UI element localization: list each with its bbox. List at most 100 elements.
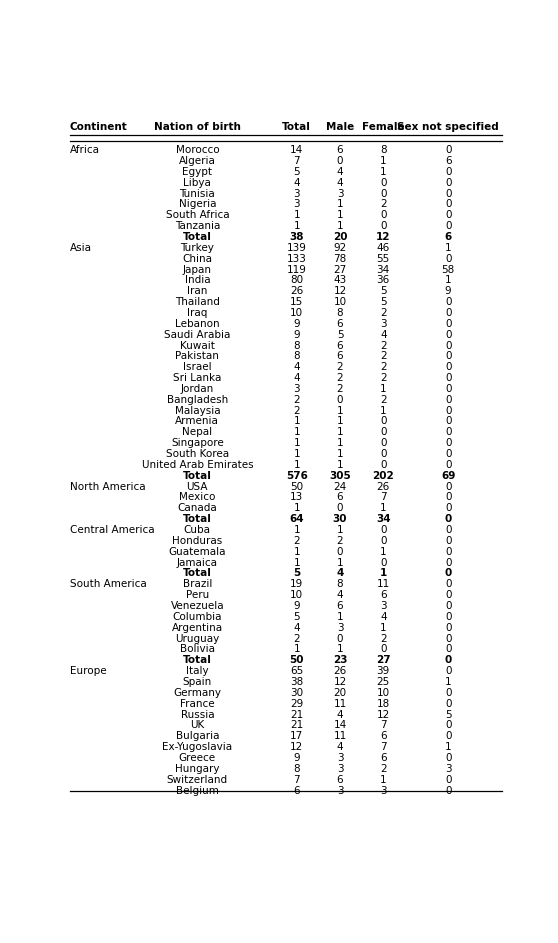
Text: 0: 0 xyxy=(445,634,451,644)
Text: Sri Lanka: Sri Lanka xyxy=(173,373,222,383)
Text: 0: 0 xyxy=(445,753,451,763)
Text: Asia: Asia xyxy=(70,242,92,253)
Text: United Arab Emirates: United Arab Emirates xyxy=(142,460,253,470)
Text: 6: 6 xyxy=(336,492,343,503)
Text: 0: 0 xyxy=(445,655,452,666)
Text: Uruguay: Uruguay xyxy=(175,634,219,644)
Text: 2: 2 xyxy=(380,764,387,774)
Text: 10: 10 xyxy=(290,308,304,318)
Text: 1: 1 xyxy=(380,405,387,416)
Text: 24: 24 xyxy=(334,482,347,491)
Text: Germany: Germany xyxy=(174,687,222,698)
Text: 6: 6 xyxy=(380,590,387,600)
Text: 1: 1 xyxy=(336,199,343,209)
Text: Bolivia: Bolivia xyxy=(180,644,215,654)
Text: 3: 3 xyxy=(294,189,300,199)
Text: 80: 80 xyxy=(290,275,304,286)
Text: Iran: Iran xyxy=(187,287,208,296)
Text: 8: 8 xyxy=(294,764,300,774)
Text: 2: 2 xyxy=(380,373,387,383)
Text: 7: 7 xyxy=(380,742,387,753)
Text: 12: 12 xyxy=(376,232,391,242)
Text: 10: 10 xyxy=(377,687,390,698)
Text: 1: 1 xyxy=(294,221,300,231)
Text: 2: 2 xyxy=(294,405,300,416)
Text: 0: 0 xyxy=(380,460,387,470)
Text: 0: 0 xyxy=(337,634,343,644)
Text: 0: 0 xyxy=(445,340,451,351)
Text: 0: 0 xyxy=(445,786,451,796)
Text: Africa: Africa xyxy=(70,145,100,155)
Text: Algeria: Algeria xyxy=(179,156,216,166)
Text: 0: 0 xyxy=(445,297,451,307)
Text: 50: 50 xyxy=(290,482,304,491)
Text: 0: 0 xyxy=(445,536,451,546)
Text: 1: 1 xyxy=(294,417,300,426)
Text: 4: 4 xyxy=(336,590,343,600)
Text: 0: 0 xyxy=(380,221,387,231)
Text: 8: 8 xyxy=(336,308,343,318)
Text: Honduras: Honduras xyxy=(172,536,223,546)
Text: Ex-Yugoslavia: Ex-Yugoslavia xyxy=(162,742,232,753)
Text: 34: 34 xyxy=(376,514,391,524)
Text: 2: 2 xyxy=(336,536,343,546)
Text: 9: 9 xyxy=(445,287,451,296)
Text: 2: 2 xyxy=(336,384,343,394)
Text: 3: 3 xyxy=(380,601,387,611)
Text: 30: 30 xyxy=(290,687,304,698)
Text: 9: 9 xyxy=(294,330,300,339)
Text: 0: 0 xyxy=(445,177,451,188)
Text: 0: 0 xyxy=(445,601,451,611)
Text: Bangladesh: Bangladesh xyxy=(167,395,228,405)
Text: 18: 18 xyxy=(377,699,390,709)
Text: Egypt: Egypt xyxy=(182,167,213,177)
Text: 2: 2 xyxy=(294,536,300,546)
Text: Total: Total xyxy=(282,122,311,132)
Text: Singapore: Singapore xyxy=(171,438,224,448)
Text: 1: 1 xyxy=(380,167,387,177)
Text: 4: 4 xyxy=(336,177,343,188)
Text: 5: 5 xyxy=(336,330,343,339)
Text: 1: 1 xyxy=(294,547,300,556)
Text: Morocco: Morocco xyxy=(176,145,219,155)
Text: Tanzania: Tanzania xyxy=(175,221,220,231)
Text: 0: 0 xyxy=(380,417,387,426)
Text: 7: 7 xyxy=(294,156,300,166)
Text: 2: 2 xyxy=(380,308,387,318)
Text: 0: 0 xyxy=(445,612,451,621)
Text: 92: 92 xyxy=(334,242,347,253)
Text: 0: 0 xyxy=(445,427,451,438)
Text: 7: 7 xyxy=(380,492,387,503)
Text: 8: 8 xyxy=(380,145,387,155)
Text: 4: 4 xyxy=(380,612,387,621)
Text: 5: 5 xyxy=(293,569,300,578)
Text: 119: 119 xyxy=(287,265,307,274)
Text: 36: 36 xyxy=(377,275,390,286)
Text: 6: 6 xyxy=(380,753,387,763)
Text: Armenia: Armenia xyxy=(175,417,219,426)
Text: 0: 0 xyxy=(445,557,451,568)
Text: 202: 202 xyxy=(372,471,394,481)
Text: 3: 3 xyxy=(380,319,387,329)
Text: 0: 0 xyxy=(380,557,387,568)
Text: 0: 0 xyxy=(380,525,387,535)
Text: 6: 6 xyxy=(445,232,452,242)
Text: 26: 26 xyxy=(377,482,390,491)
Text: Sex not specified: Sex not specified xyxy=(397,122,499,132)
Text: 3: 3 xyxy=(445,764,451,774)
Text: 11: 11 xyxy=(334,699,347,709)
Text: Pakistan: Pakistan xyxy=(175,352,219,361)
Text: Male: Male xyxy=(326,122,354,132)
Text: 6: 6 xyxy=(336,352,343,361)
Text: South America: South America xyxy=(70,579,147,589)
Text: Total: Total xyxy=(183,655,211,666)
Text: 4: 4 xyxy=(336,167,343,177)
Text: 69: 69 xyxy=(441,471,455,481)
Text: Belgium: Belgium xyxy=(176,786,219,796)
Text: 0: 0 xyxy=(445,352,451,361)
Text: 1: 1 xyxy=(294,449,300,459)
Text: 30: 30 xyxy=(333,514,347,524)
Text: 4: 4 xyxy=(294,177,300,188)
Text: 20: 20 xyxy=(333,232,347,242)
Text: 65: 65 xyxy=(290,666,304,676)
